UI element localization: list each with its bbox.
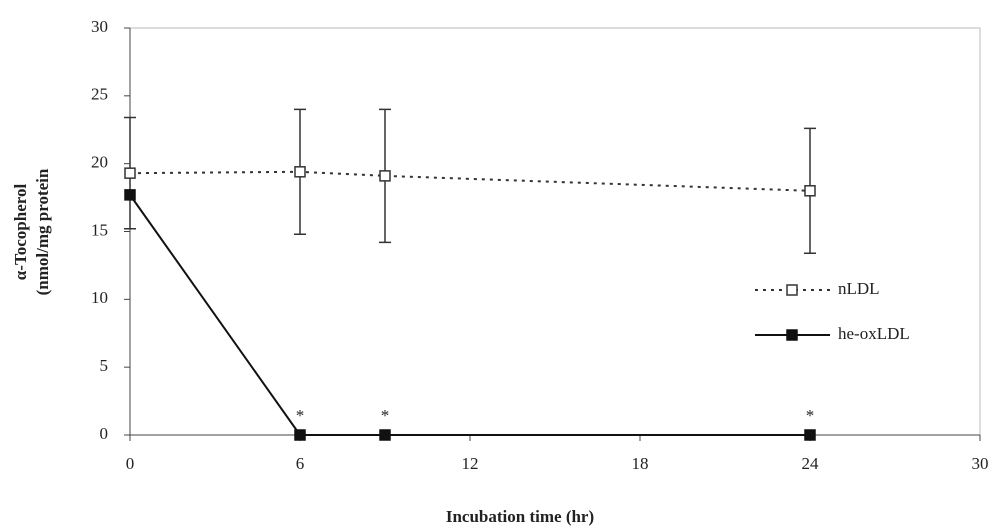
marker (379, 170, 391, 182)
y-tick-label: 0 (100, 424, 109, 443)
marker (804, 185, 816, 197)
marker (804, 429, 816, 441)
y-tick-label: 5 (100, 356, 109, 375)
x-tick-label: 12 (462, 454, 479, 473)
marker (294, 429, 306, 441)
marker (379, 429, 391, 441)
legend-marker (786, 284, 798, 296)
y-tick-label: 25 (91, 85, 108, 104)
x-tick-label: 6 (296, 454, 305, 473)
y-tick-label: 10 (91, 288, 108, 307)
y-tick-label: 15 (91, 220, 108, 239)
legend-label: he-oxLDL (838, 324, 910, 343)
x-tick-label: 0 (126, 454, 135, 473)
y-axis-title: (nmol/mg protein (33, 168, 52, 295)
legend-marker (786, 329, 798, 341)
annotation: * (381, 406, 390, 425)
marker (124, 189, 136, 201)
x-tick-label: 24 (802, 454, 820, 473)
x-axis-title: Incubation time (hr) (446, 507, 594, 526)
marker (294, 166, 306, 178)
marker (124, 167, 136, 179)
legend-label: nLDL (838, 279, 880, 298)
series-line (129, 170, 811, 192)
annotation: * (296, 406, 305, 425)
annotation: * (806, 406, 815, 425)
y-tick-label: 20 (91, 153, 108, 172)
y-axis-title: α-Tocopherol (11, 184, 30, 281)
x-tick-label: 18 (632, 454, 649, 473)
y-tick-label: 30 (91, 17, 108, 36)
series-line (129, 194, 810, 436)
x-tick-label: 30 (972, 454, 989, 473)
